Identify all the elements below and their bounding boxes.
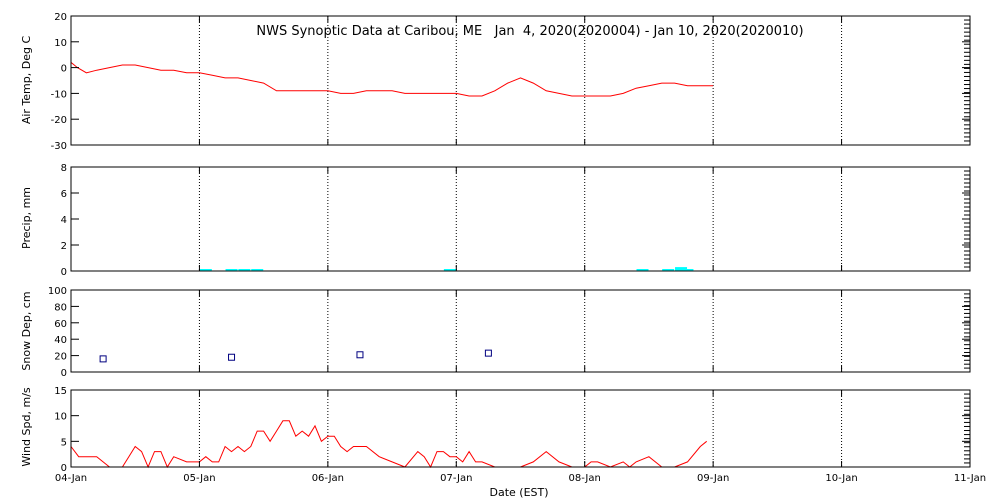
y-tick-label: 8 bbox=[61, 163, 67, 174]
snow-depth-point bbox=[228, 353, 236, 361]
y-tick-label: 6 bbox=[61, 189, 67, 200]
y-tick-label: 10 bbox=[54, 38, 67, 49]
y-tick-label: 60 bbox=[54, 319, 67, 330]
grid-layer bbox=[198, 16, 843, 467]
x-tick-label: 11-Jan bbox=[954, 473, 986, 484]
x-tick-label: 07-Jan bbox=[440, 473, 472, 484]
y-tick-label: 4 bbox=[61, 215, 67, 226]
y-tick-label: -10 bbox=[51, 89, 67, 100]
x-tick-label: 04-Jan bbox=[55, 473, 87, 484]
panel-frame-snow bbox=[70, 289, 971, 373]
temp-y-axis-label: Air Temp, Deg C bbox=[20, 36, 33, 125]
snow-depth-point bbox=[356, 351, 364, 359]
x-tick-label: 06-Jan bbox=[312, 473, 344, 484]
panel-frame-wind bbox=[70, 389, 971, 468]
wind-y-axis-label: Wind Spd, m/s bbox=[20, 387, 33, 467]
precip-bar bbox=[681, 269, 694, 271]
x-tick-label: 09-Jan bbox=[697, 473, 729, 484]
y-tick-label: 20 bbox=[54, 12, 67, 23]
y-tick-label: 0 bbox=[61, 267, 67, 278]
y-tick-label: 0 bbox=[61, 463, 67, 474]
precip-y-axis-label: Precip, mm bbox=[20, 187, 33, 249]
chart-title: NWS Synoptic Data at Caribou, ME Jan 4, … bbox=[256, 24, 803, 39]
y-tick-label: 100 bbox=[48, 286, 67, 297]
x-tick-label: 08-Jan bbox=[569, 473, 601, 484]
precip-bar bbox=[225, 269, 238, 271]
precip-bar bbox=[199, 269, 212, 271]
x-axis-label: Date (EST) bbox=[489, 486, 548, 499]
y-tick-label: 20 bbox=[54, 352, 67, 363]
precip-bar bbox=[251, 269, 264, 271]
x-tick-label: 05-Jan bbox=[183, 473, 215, 484]
precip-bar bbox=[443, 269, 456, 271]
y-tick-label: -20 bbox=[51, 115, 67, 126]
y-tick-label: 15 bbox=[54, 386, 67, 397]
snow-y-axis-label: Snow Dep, cm bbox=[20, 291, 33, 370]
precip-bar bbox=[662, 269, 675, 271]
y-tick-label: 40 bbox=[54, 335, 67, 346]
y-tick-label: 0 bbox=[61, 64, 67, 75]
y-tick-label: 2 bbox=[61, 241, 67, 252]
x-tick-label: 10-Jan bbox=[825, 473, 857, 484]
snow-depth-point bbox=[484, 349, 492, 357]
precip-bar bbox=[675, 267, 688, 271]
y-tick-label: 0 bbox=[61, 368, 67, 379]
snow-depth-point bbox=[99, 355, 107, 363]
precip-bar bbox=[238, 269, 251, 271]
y-tick-label: 80 bbox=[54, 302, 67, 313]
y-tick-label: 10 bbox=[54, 412, 67, 423]
y-tick-label: 5 bbox=[61, 437, 67, 448]
y-tick-label: -30 bbox=[51, 141, 67, 152]
precip-bar bbox=[636, 269, 649, 271]
temp-series-line bbox=[70, 62, 714, 97]
